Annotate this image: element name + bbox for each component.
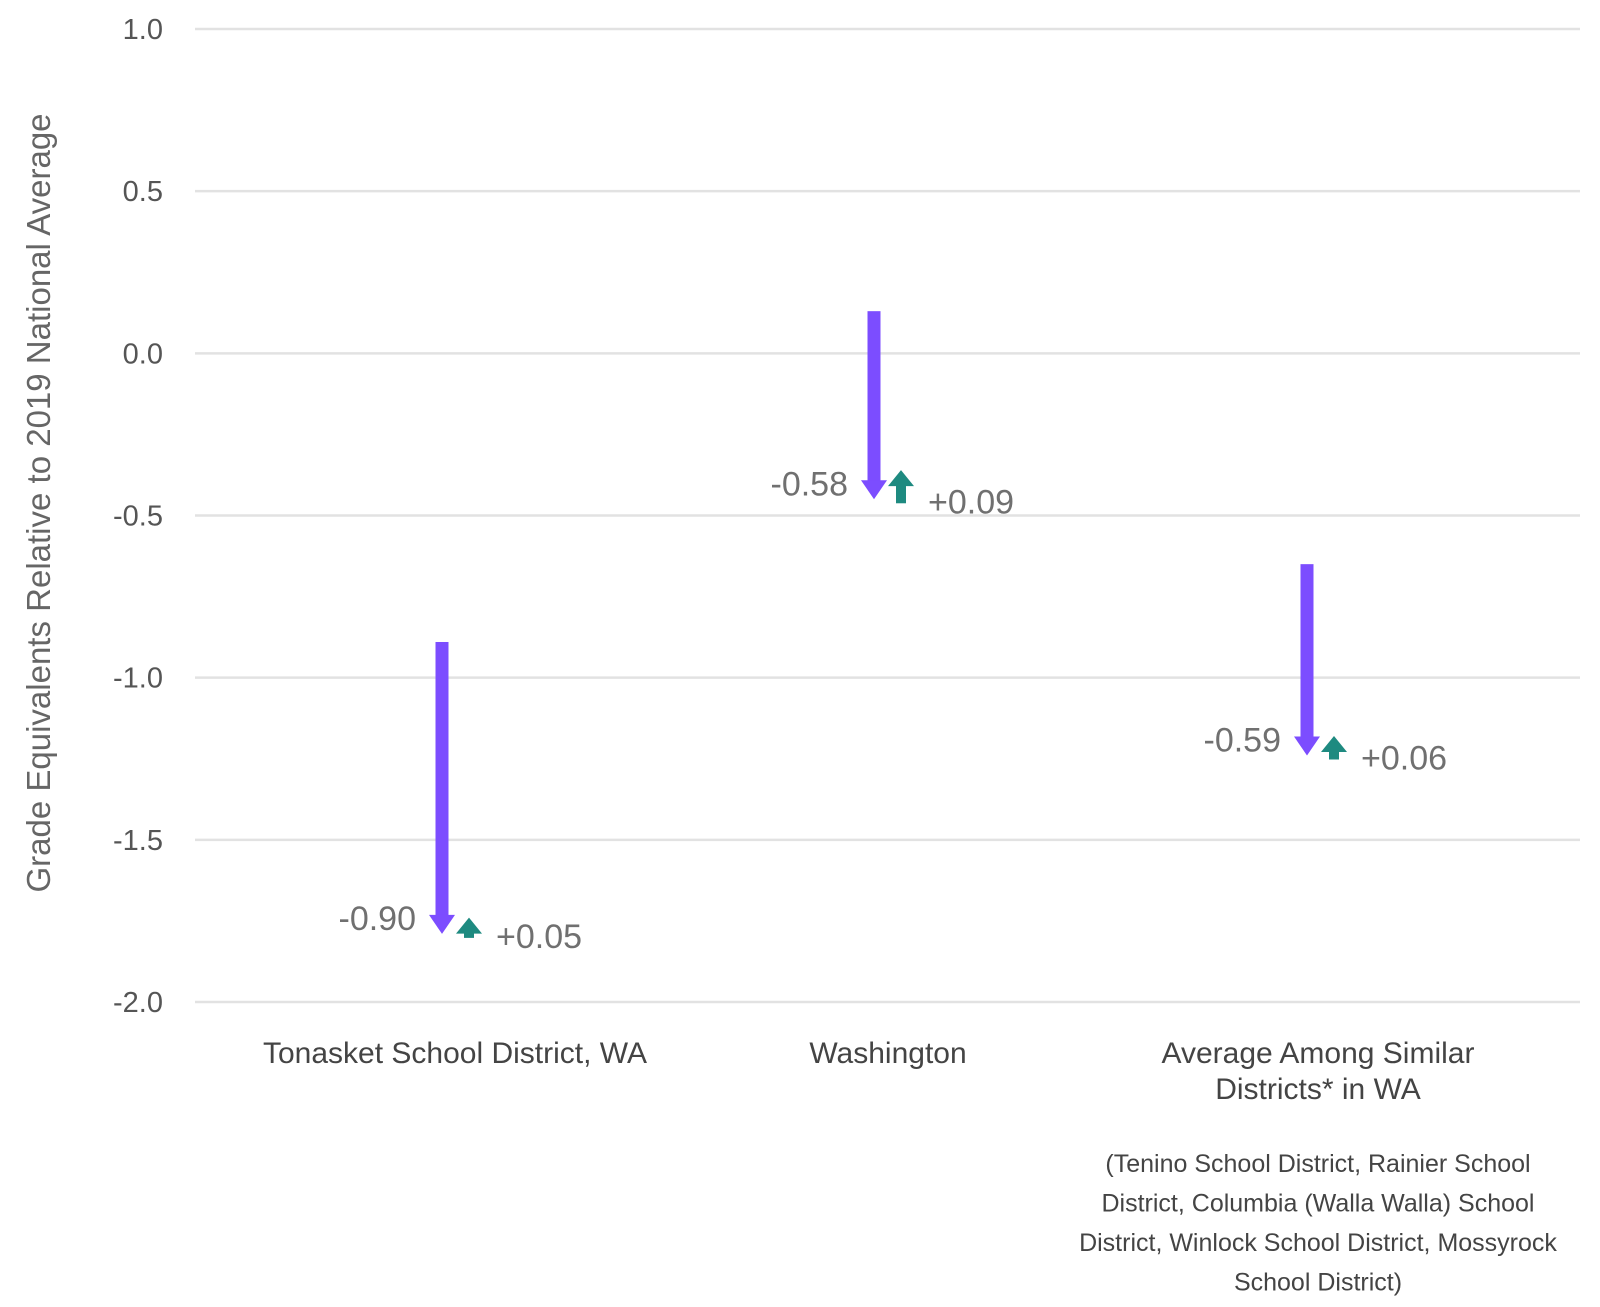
recovery-arrow-head <box>1321 736 1347 753</box>
decline-value-label: -0.90 <box>339 900 417 938</box>
y-axis-label: Grade Equivalents Relative to 2019 Natio… <box>20 113 57 892</box>
recovery-arrow-head <box>456 917 482 934</box>
x-axis-categories: Tonasket School District, WA Washington Av… <box>263 1037 1557 1297</box>
decline-arrow-shaft <box>435 641 449 916</box>
recovery-arrow-head <box>888 470 914 487</box>
recovery-value-label: +0.09 <box>928 483 1014 521</box>
category-note: (Tenino School District, Rainier School <box>1105 1150 1530 1178</box>
recovery-arrow-shaft <box>464 932 474 938</box>
gridlines <box>195 27 1580 1004</box>
y-tick-label: 0.5 <box>123 176 163 208</box>
category-label: Average Among Similar <box>1162 1037 1475 1070</box>
recovery-value-label: +0.05 <box>496 918 582 956</box>
decline-arrow-head <box>861 480 887 500</box>
category-note: School District) <box>1234 1269 1402 1297</box>
decline-value-label: -0.58 <box>771 465 849 503</box>
decline-arrow-shaft <box>1300 564 1314 738</box>
category-note: District, Winlock School District, Mossy… <box>1079 1229 1557 1257</box>
y-tick-label: -1.0 <box>113 663 163 695</box>
category-label: Washington <box>809 1037 966 1070</box>
decline-value-label: -0.59 <box>1204 722 1282 760</box>
y-tick-label: 0.0 <box>123 338 163 370</box>
recovery-arrow-shaft <box>896 485 906 504</box>
decline-arrow-head <box>429 914 455 934</box>
category-label: Districts* in WA <box>1215 1073 1421 1106</box>
chart-marks: -0.90 +0.05 -0.58 +0.09 -0.59 +0.06 <box>339 311 1447 956</box>
y-axis-ticks: 1.0 0.5 0.0 -0.5 -1.0 -1.5 -2.0 <box>113 14 163 1019</box>
recovery-value-label: +0.06 <box>1361 740 1447 778</box>
recovery-arrow-shaft <box>1329 751 1339 760</box>
decline-arrow-shaft <box>867 311 881 482</box>
y-tick-label: -1.5 <box>113 825 163 857</box>
y-tick-label: -2.0 <box>113 987 163 1019</box>
y-tick-label: 1.0 <box>123 14 163 46</box>
y-tick-label: -0.5 <box>113 501 163 533</box>
category-label: Tonasket School District, WA <box>263 1037 647 1070</box>
category-note: District, Columbia (Walla Walla) School <box>1102 1190 1535 1218</box>
decline-arrow-head <box>1294 736 1320 756</box>
